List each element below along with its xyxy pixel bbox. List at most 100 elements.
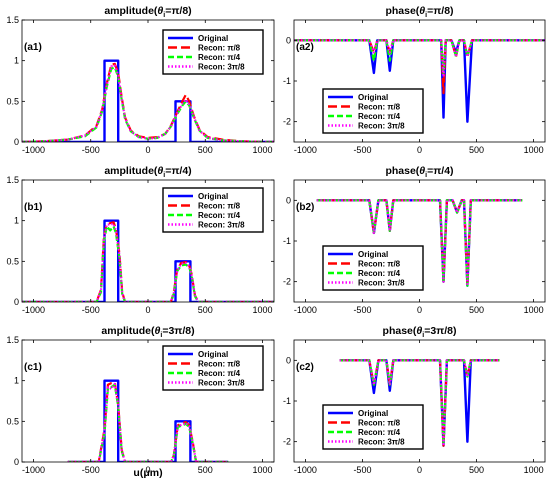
panel-title-theta: θ <box>155 325 161 337</box>
y-tick-label: 0 <box>14 297 19 307</box>
x-tick-label: 500 <box>198 305 213 315</box>
panel-title-text: amplitude( <box>104 165 158 177</box>
x-tick-label: -1000 <box>294 145 317 155</box>
x-tick-label: -500 <box>82 465 100 475</box>
series-line <box>22 66 274 142</box>
legend-label: Recon: 3π/8 <box>358 122 405 131</box>
series-line <box>22 62 274 142</box>
y-tick-label: 1 <box>14 376 19 386</box>
panel-label: (a2) <box>296 42 314 53</box>
series-line <box>316 199 523 287</box>
series-group <box>294 39 545 123</box>
x-tick-label: -1000 <box>22 145 45 155</box>
legend-label: Recon: π/8 <box>358 260 401 269</box>
series-line <box>294 39 545 78</box>
panel-title-subscript: i <box>425 12 427 19</box>
x-tick-label: 500 <box>469 305 484 315</box>
x-tick-label: 1000 <box>253 465 273 475</box>
y-tick-label: -2 <box>283 437 291 447</box>
x-tick-label: 0 <box>145 465 150 475</box>
x-tick-label: 500 <box>198 465 213 475</box>
legend-label: Original <box>198 34 228 43</box>
series-line <box>67 379 229 462</box>
panel-title-text: phase( <box>385 165 419 177</box>
panel-title-eq: =π/8) <box>427 5 453 17</box>
legend-label: Recon: π/4 <box>198 211 241 220</box>
y-tick-label: 0 <box>286 195 291 205</box>
y-tick-label: -1 <box>283 236 291 246</box>
series-line <box>67 383 229 462</box>
legend-label: Recon: π/4 <box>358 428 401 437</box>
panel-title-eq: =3π/8) <box>162 325 194 337</box>
panel-title: amplitude(θi=3π/8) <box>101 325 194 339</box>
figure-xlabel: u(μm) <box>133 467 162 479</box>
series-line <box>339 359 500 447</box>
panel-title: amplitude(θi=π/4) <box>104 165 191 179</box>
legend-label: Original <box>198 350 228 359</box>
panel-c2: phase(θi=3π/8) -1000 -500 0 500 1000 -2 -1 0 (c2)… <box>283 325 546 475</box>
panel-label: (b1) <box>24 202 42 213</box>
legend-label: Recon: π/4 <box>198 53 241 62</box>
panel-title-theta: θ <box>416 325 422 337</box>
series-group <box>316 199 523 287</box>
series-line <box>22 64 274 142</box>
x-tick-label: 1000 <box>524 145 544 155</box>
panel-title: phase(θi=π/8) <box>385 5 453 19</box>
panel-title-eq: =π/8) <box>165 5 191 17</box>
x-tick-label: -500 <box>353 305 371 315</box>
legend-label: Recon: π/8 <box>358 419 401 428</box>
series-line <box>22 225 274 302</box>
panel-label: (a1) <box>24 42 42 53</box>
panel-a2: phase(θi=π/8) -1000 -500 0 500 1000 -2 -1 0 (a2) O… <box>283 5 546 155</box>
y-tick-label: 1 <box>14 216 19 226</box>
x-tick-label: 500 <box>198 145 213 155</box>
panel-title-text: amplitude( <box>101 325 155 337</box>
x-tick-label: -500 <box>82 145 100 155</box>
y-tick-label: 0.5 <box>6 96 19 106</box>
legend-label: Recon: π/8 <box>198 202 241 211</box>
panel-label: (c2) <box>296 362 314 373</box>
panel-title: phase(θi=π/4) <box>385 165 453 179</box>
series-line <box>294 39 545 74</box>
legend-label: Recon: π/8 <box>198 44 241 53</box>
y-tick-label: 0 <box>286 35 291 45</box>
legend-label: Original <box>358 93 388 102</box>
y-tick-label: 1.5 <box>6 175 19 185</box>
panel-title-subscript: i <box>163 12 165 19</box>
legend-label: Recon: π/8 <box>198 360 241 369</box>
series-group <box>22 219 274 302</box>
series-line <box>22 222 274 302</box>
legend-label: Original <box>358 250 388 259</box>
legend-label: Recon: 3π/8 <box>198 379 245 388</box>
panel-title: phase(θi=3π/8) <box>383 325 457 339</box>
x-tick-label: 0 <box>417 465 422 475</box>
legend-label: Original <box>358 409 388 418</box>
y-tick-label: -1 <box>283 76 291 86</box>
x-tick-label: 500 <box>469 145 484 155</box>
series-line <box>339 359 500 447</box>
legend-label: Original <box>198 192 228 201</box>
x-tick-label: -1000 <box>294 465 317 475</box>
x-tick-label: -1000 <box>22 465 45 475</box>
x-tick-label: -1000 <box>294 305 317 315</box>
y-tick-label: 0 <box>286 355 291 365</box>
x-tick-label: 0 <box>417 145 422 155</box>
panel-title-eq: =π/4) <box>427 165 453 177</box>
panel-title-eq: =π/4) <box>165 165 191 177</box>
panel-b2: phase(θi=π/4) -1000 -500 0 500 1000 -2 -1 0 (b2) O… <box>283 165 546 315</box>
y-tick-label: 1 <box>14 56 19 66</box>
panel-title-theta: θ <box>419 165 425 177</box>
y-tick-label: 0 <box>14 137 19 147</box>
panel-title-text: amplitude( <box>104 5 158 17</box>
panel-title-theta: θ <box>419 5 425 17</box>
x-tick-label: 1000 <box>524 305 544 315</box>
panel-title-subscript: i <box>160 332 162 339</box>
panel-b1: amplitude(θi=π/4) -1000 -500 0 500 1000 0 0.5 1 1… <box>6 165 275 315</box>
series-line <box>22 219 274 302</box>
